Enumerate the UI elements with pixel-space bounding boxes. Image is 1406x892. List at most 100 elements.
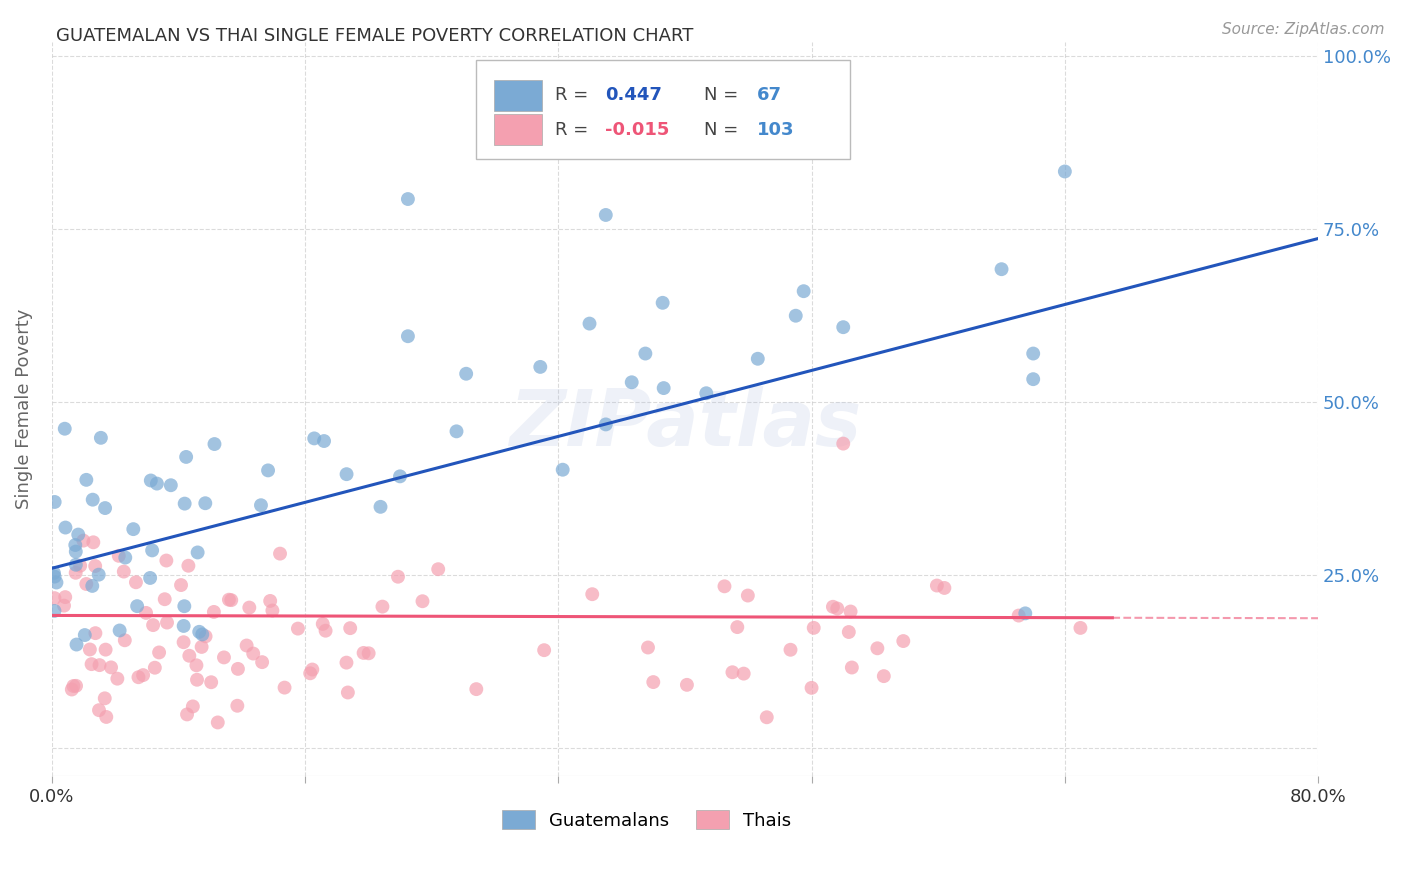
- Point: [803, 621, 825, 635]
- Point: [143, 661, 166, 675]
- Point: [733, 666, 755, 681]
- Point: [186, 673, 208, 687]
- Point: [55, 520, 77, 534]
- Point: [194, 496, 217, 510]
- Point: [65, 679, 87, 693]
- Point: [42, 566, 65, 580]
- Point: [139, 571, 162, 585]
- Point: [65, 638, 87, 652]
- Point: [595, 208, 617, 222]
- Point: [747, 351, 769, 366]
- Point: [312, 616, 335, 631]
- Point: [82, 579, 104, 593]
- Point: [370, 500, 392, 514]
- Point: [75, 473, 97, 487]
- Point: [82, 492, 104, 507]
- Point: [218, 592, 240, 607]
- Point: [114, 633, 136, 648]
- Point: [1008, 608, 1031, 623]
- Point: [65, 538, 87, 552]
- Point: [65, 544, 87, 558]
- Point: [652, 381, 675, 395]
- Point: [250, 498, 273, 512]
- Point: [122, 522, 145, 536]
- Text: 67: 67: [756, 87, 782, 104]
- Text: N =: N =: [704, 87, 744, 104]
- Point: [427, 562, 450, 576]
- Point: [44, 604, 66, 618]
- Point: [226, 662, 249, 676]
- Point: [250, 655, 273, 669]
- Point: [371, 599, 394, 614]
- Text: ZIPatlas: ZIPatlas: [509, 385, 860, 462]
- Point: [87, 567, 110, 582]
- Point: [108, 624, 131, 638]
- Point: [174, 450, 197, 464]
- Point: [94, 642, 117, 657]
- Point: [186, 658, 208, 673]
- FancyBboxPatch shape: [494, 80, 541, 111]
- Y-axis label: Single Female Poverty: Single Female Poverty: [15, 309, 32, 509]
- Point: [190, 640, 212, 654]
- Point: [634, 346, 657, 360]
- Point: [105, 672, 128, 686]
- Point: [396, 192, 419, 206]
- Point: [302, 431, 325, 445]
- Point: [529, 359, 551, 374]
- Point: [148, 645, 170, 659]
- Point: [173, 599, 195, 614]
- Point: [90, 431, 112, 445]
- Point: [934, 581, 956, 595]
- Point: [188, 624, 211, 639]
- Point: [388, 469, 411, 483]
- Point: [301, 663, 323, 677]
- Point: [578, 317, 600, 331]
- Point: [779, 642, 801, 657]
- Point: [755, 710, 778, 724]
- Point: [107, 549, 129, 563]
- Point: [713, 579, 735, 593]
- Point: [114, 550, 136, 565]
- Point: [187, 545, 209, 559]
- Point: [873, 669, 896, 683]
- Point: [80, 657, 103, 672]
- Point: [353, 646, 375, 660]
- Point: [620, 376, 643, 390]
- Point: [44, 569, 66, 583]
- Point: [96, 710, 118, 724]
- Point: [643, 675, 665, 690]
- Point: [396, 329, 419, 343]
- Point: [142, 618, 165, 632]
- Text: R =: R =: [554, 121, 593, 139]
- Point: [287, 622, 309, 636]
- Point: [132, 668, 155, 682]
- Point: [465, 682, 488, 697]
- Point: [737, 589, 759, 603]
- Point: [357, 646, 380, 660]
- Point: [1014, 607, 1036, 621]
- Point: [181, 699, 204, 714]
- Point: [595, 417, 617, 432]
- Point: [73, 628, 96, 642]
- Point: [336, 685, 359, 699]
- Point: [238, 600, 260, 615]
- Point: [695, 386, 717, 401]
- Point: [139, 474, 162, 488]
- Point: [212, 650, 235, 665]
- Point: [1022, 346, 1045, 360]
- Point: [335, 467, 357, 482]
- Point: [226, 698, 249, 713]
- Point: [94, 691, 117, 706]
- Point: [299, 666, 322, 681]
- Point: [204, 437, 226, 451]
- Point: [651, 295, 673, 310]
- Point: [821, 599, 844, 614]
- Point: [551, 463, 574, 477]
- Point: [891, 634, 914, 648]
- Text: 0.447: 0.447: [605, 87, 662, 104]
- Point: [411, 594, 433, 608]
- Point: [1053, 164, 1076, 178]
- Point: [45, 575, 67, 590]
- Point: [44, 495, 66, 509]
- Point: [637, 640, 659, 655]
